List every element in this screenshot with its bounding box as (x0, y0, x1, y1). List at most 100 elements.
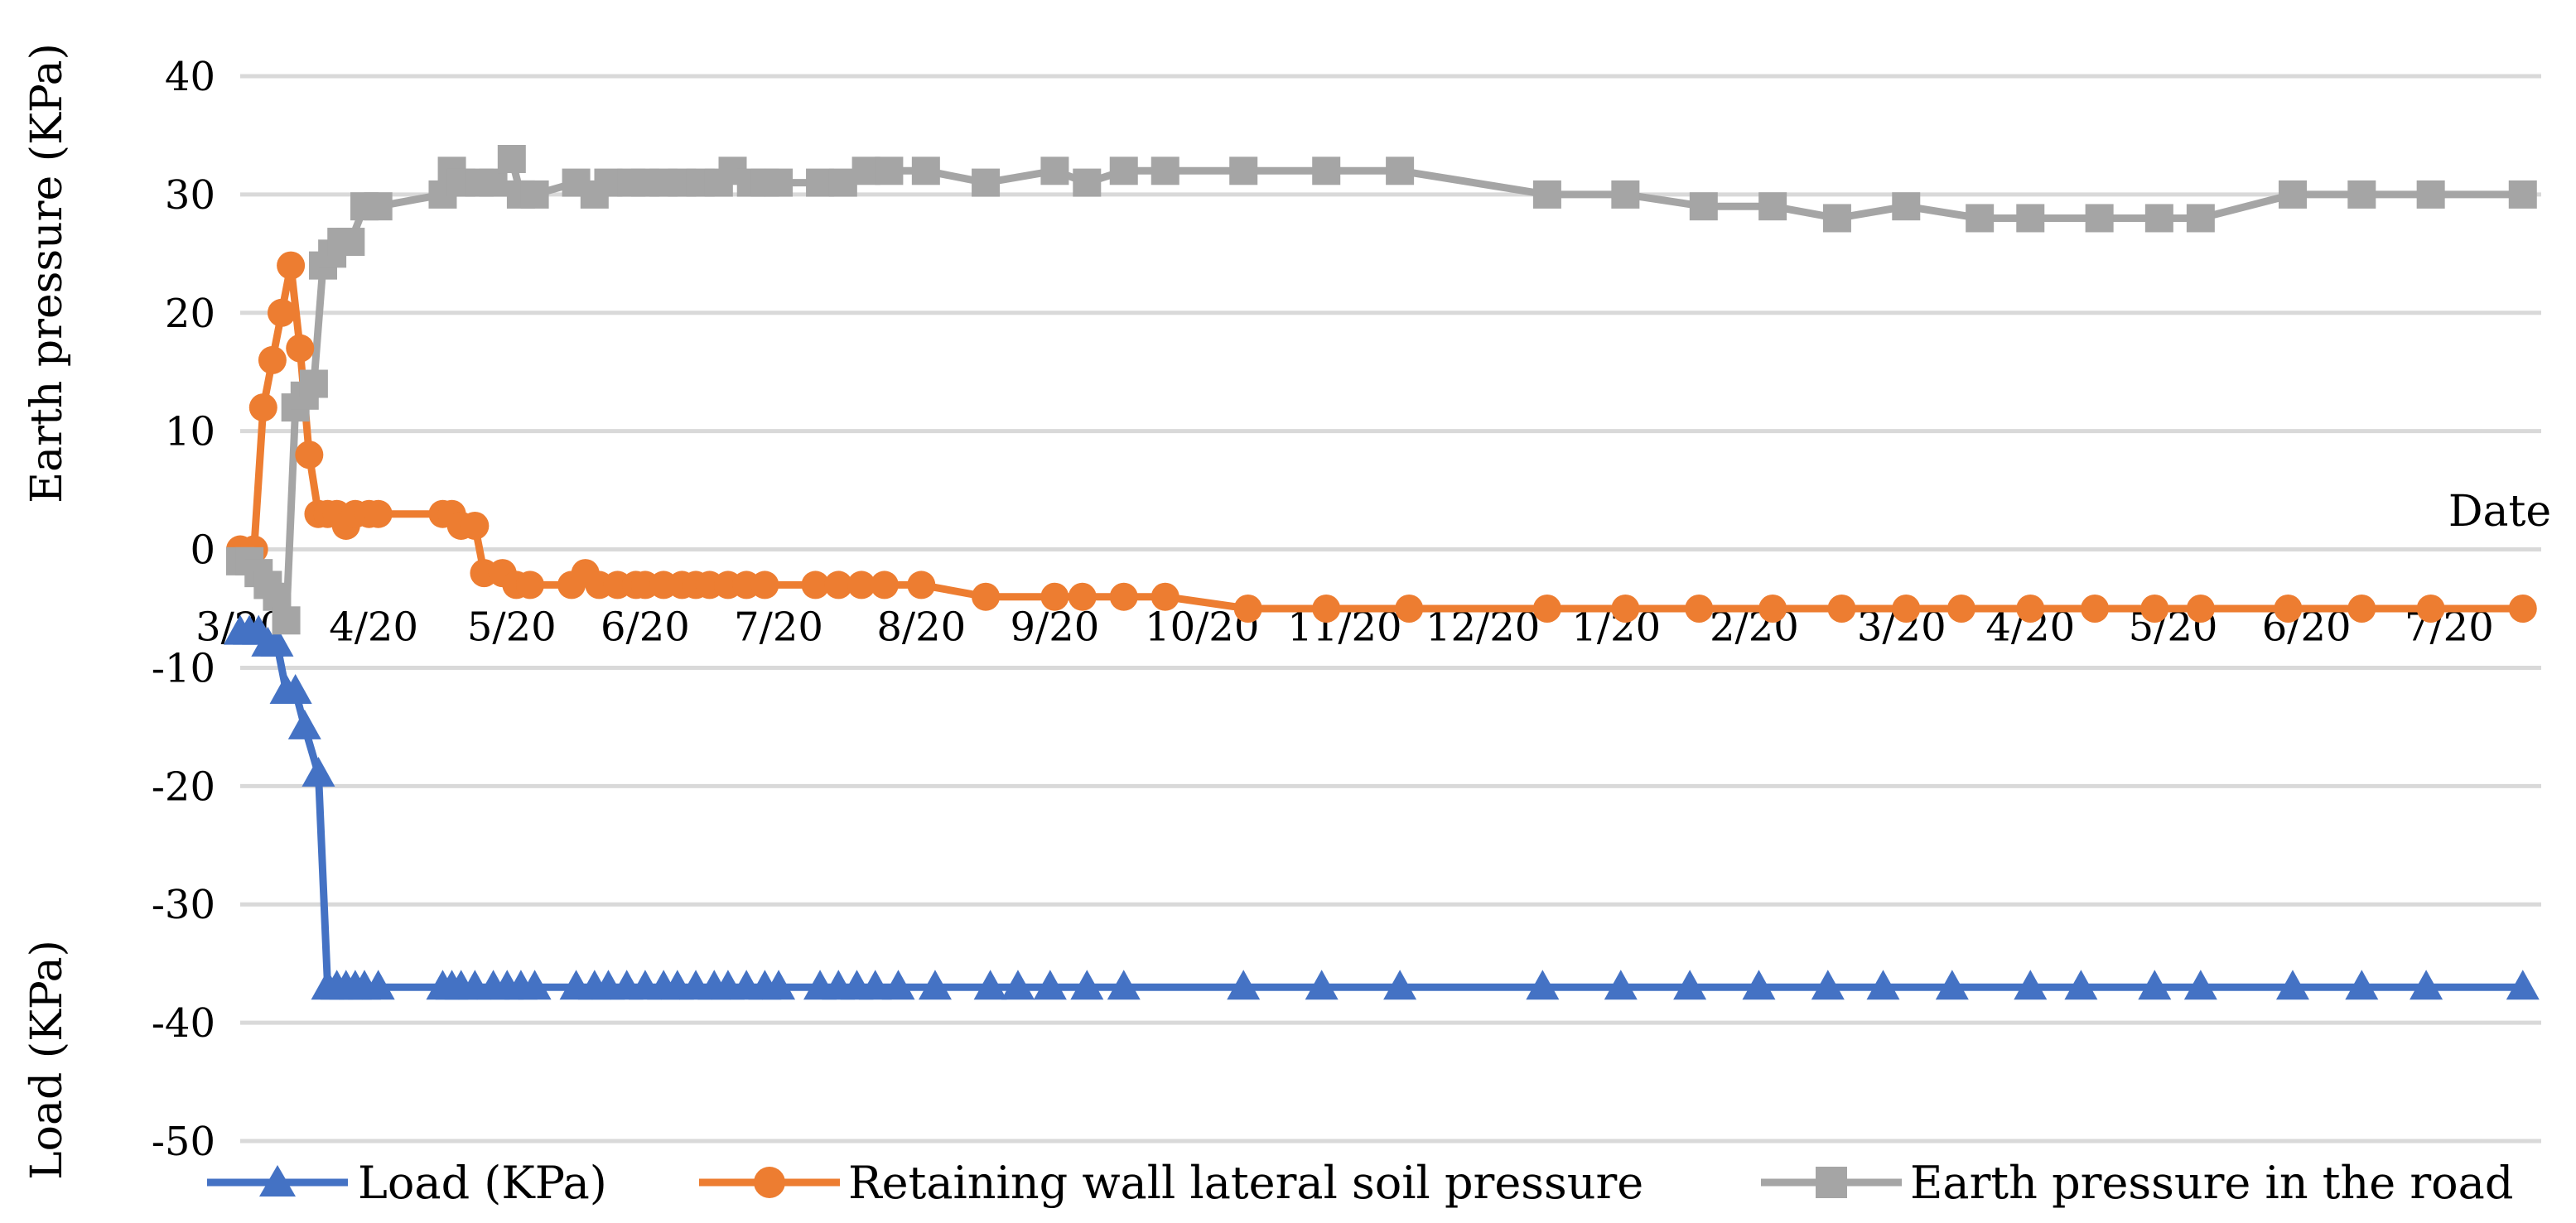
data-point-earth-pressure (875, 156, 904, 185)
data-point-load (2275, 970, 2309, 1000)
data-point-load (2183, 970, 2217, 1000)
data-point-retaining-wall (2274, 595, 2303, 623)
data-point-earth-pressure (1822, 204, 1851, 233)
data-point-earth-pressure (1689, 192, 1718, 221)
data-point-retaining-wall (248, 393, 277, 422)
data-point-earth-pressure (1386, 156, 1415, 185)
data-point-retaining-wall (750, 571, 779, 599)
data-point-earth-pressure (1892, 192, 1921, 221)
data-point-retaining-wall (2347, 595, 2376, 623)
data-point-retaining-wall (801, 571, 830, 599)
data-point-retaining-wall (1892, 595, 1921, 623)
data-point-retaining-wall (1758, 595, 1787, 623)
data-point-earth-pressure (2347, 180, 2376, 209)
data-point-earth-pressure (263, 582, 292, 611)
data-point-retaining-wall (1068, 582, 1097, 611)
x-tick-label: 4/20 (329, 604, 418, 651)
data-point-load (1742, 970, 1776, 1000)
data-point-load (1033, 970, 1067, 1000)
data-point-earth-pressure (1312, 156, 1341, 185)
data-point-retaining-wall (2016, 595, 2045, 623)
data-point-earth-pressure (479, 168, 508, 197)
data-point-load (301, 757, 335, 787)
data-point-retaining-wall (2140, 595, 2169, 623)
data-point-load (2064, 970, 2098, 1000)
data-point-earth-pressure (1109, 156, 1138, 185)
data-point-earth-pressure (497, 145, 526, 174)
data-point-load (518, 970, 552, 1000)
data-point-retaining-wall (1532, 595, 1561, 623)
data-point-load (260, 626, 294, 657)
data-point-retaining-wall (907, 571, 936, 599)
data-point-earth-pressure (1151, 156, 1179, 185)
y-tick-label: 40 (165, 54, 215, 100)
data-point-load (278, 674, 312, 705)
data-point-earth-pressure (1229, 156, 1258, 185)
data-point-load (1866, 970, 1900, 1000)
legend-item-retaining-wall: Retaining wall lateral soil pressure (699, 1157, 1643, 1209)
data-point-earth-pressure (2085, 204, 2114, 233)
data-point-load (361, 970, 395, 1000)
data-point-load (1526, 970, 1560, 1000)
data-point-earth-pressure (1073, 168, 1102, 197)
data-point-retaining-wall (1685, 595, 1714, 623)
data-point-earth-pressure (1966, 204, 1995, 233)
legend-circle-marker (754, 1167, 785, 1198)
data-point-load (1070, 970, 1104, 1000)
data-point-retaining-wall (364, 499, 393, 528)
y-tick-label: 30 (165, 172, 215, 219)
data-point-earth-pressure (1611, 180, 1640, 209)
data-point-earth-pressure (2186, 204, 2215, 233)
data-point-earth-pressure (336, 228, 365, 257)
data-point-earth-pressure (2416, 180, 2445, 209)
data-point-retaining-wall (1233, 595, 1262, 623)
data-point-load (1001, 970, 1035, 1000)
data-point-earth-pressure (299, 369, 328, 398)
data-point-retaining-wall (2186, 595, 2215, 623)
x-tick-label: 7/20 (734, 604, 823, 651)
data-point-earth-pressure (272, 606, 301, 635)
legend-label-load: Load (KPa) (358, 1157, 607, 1209)
data-point-earth-pressure (765, 168, 794, 197)
legend-triangle-marker (259, 1165, 296, 1197)
x-tick-label: 6/20 (601, 604, 690, 651)
y-tick-label: -40 (152, 1000, 215, 1047)
data-point-retaining-wall (1395, 595, 1424, 623)
data-point-retaining-wall (1827, 595, 1856, 623)
data-point-retaining-wall (870, 571, 899, 599)
data-point-load (1811, 970, 1845, 1000)
series-markers (224, 145, 2540, 1000)
data-point-retaining-wall (1611, 595, 1640, 623)
data-point-retaining-wall (1151, 582, 1179, 611)
y-tick-label: 20 (165, 291, 215, 337)
data-point-load (2506, 970, 2540, 1000)
data-point-retaining-wall (824, 571, 853, 599)
data-point-earth-pressure (1040, 156, 1069, 185)
data-point-earth-pressure (911, 156, 940, 185)
data-point-load (1604, 970, 1638, 1000)
data-point-earth-pressure (1758, 192, 1787, 221)
x-tick-label: 5/20 (467, 604, 557, 651)
data-point-load (2410, 970, 2443, 1000)
x-tick-label: 8/20 (876, 604, 966, 651)
data-point-load (1305, 970, 1339, 1000)
y-axis-title-upper: Earth pressure (KPa) (22, 43, 72, 503)
data-point-load (858, 970, 892, 1000)
data-point-earth-pressure (2508, 180, 2537, 209)
data-point-retaining-wall (277, 251, 306, 280)
data-point-load (762, 970, 796, 1000)
data-point-earth-pressure (1532, 180, 1561, 209)
data-point-retaining-wall (461, 511, 490, 540)
data-point-load (1673, 970, 1707, 1000)
legend: Load (KPa) Retaining wall lateral soil p… (207, 1157, 2513, 1209)
data-point-load (1227, 970, 1261, 1000)
y-tick-label: -30 (152, 882, 215, 928)
data-point-load (918, 970, 952, 1000)
data-point-load (881, 970, 915, 1000)
data-point-load (2345, 970, 2379, 1000)
data-point-load (287, 709, 321, 739)
data-point-retaining-wall (1946, 595, 1975, 623)
x-tick-label: 9/20 (1011, 604, 1100, 651)
y-tick-label: -20 (152, 763, 215, 810)
